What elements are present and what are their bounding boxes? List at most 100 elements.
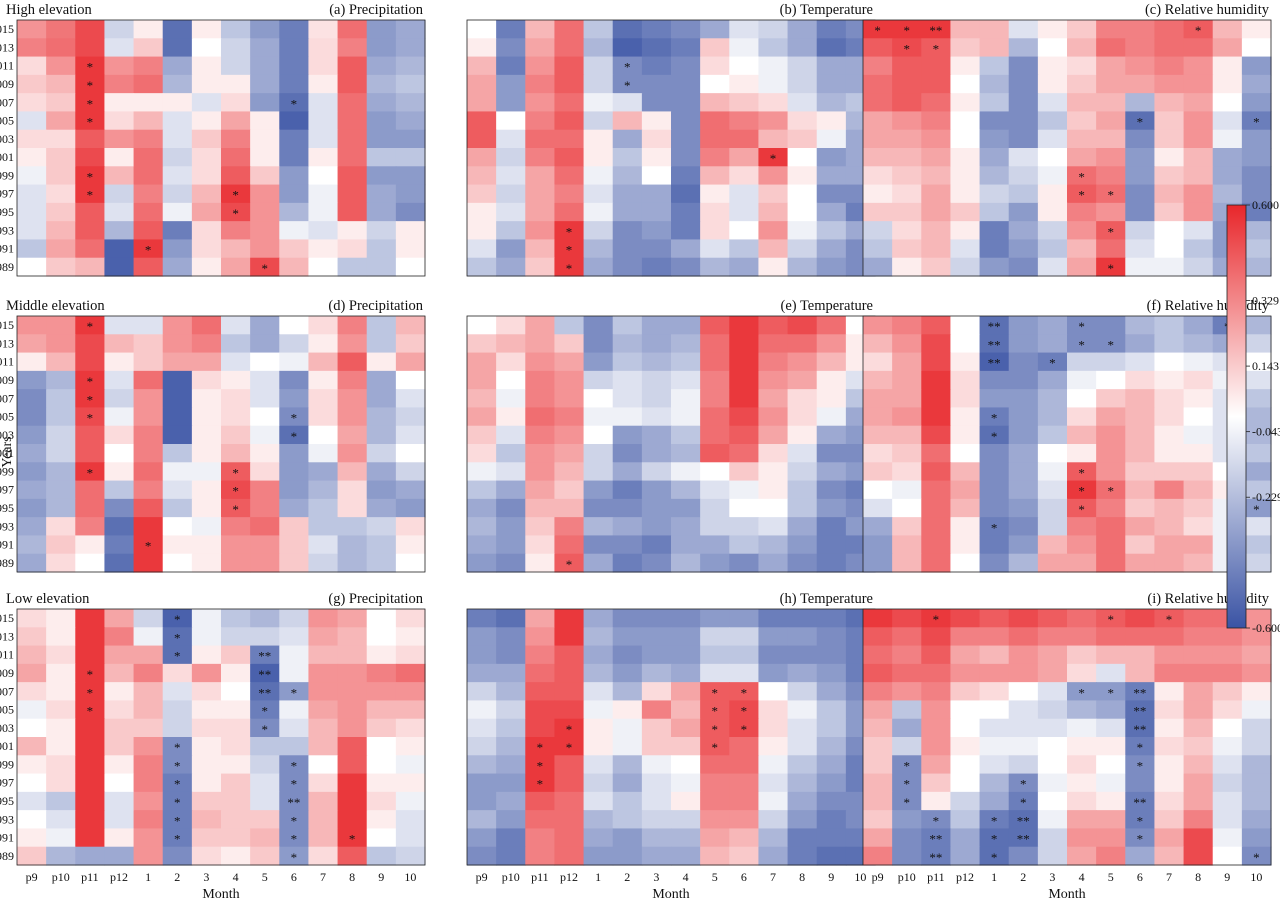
month-tick-label: 2 [1020,870,1026,884]
heatmap-cell [816,184,847,204]
heatmap-cell [395,718,426,738]
heatmap-cell [816,239,847,259]
heatmap-cell [1212,111,1243,131]
heatmap-cell [892,462,922,482]
heatmap-cell [863,38,893,58]
heatmap-cell [104,129,135,149]
heatmap-cell [1125,370,1156,390]
heatmap-cell [1096,20,1126,39]
heatmap-cell [892,239,922,259]
heatmap-cell [554,755,585,775]
heatmap-cell [729,221,760,241]
heatmap-cell [892,202,922,222]
heatmap-cell [395,737,426,756]
significance-marker: * [903,777,910,792]
heatmap-cell [1037,737,1068,756]
heatmap-cell [1212,74,1243,94]
heatmap-cell [162,718,193,738]
heatmap-cell [950,645,981,665]
heatmap-cell [46,74,76,94]
heatmap-cell [641,498,672,518]
heatmap-cell [337,609,368,628]
heatmap-cell [1096,74,1126,94]
heatmap-cell [1212,627,1243,647]
panel-title: (d) Precipitation [328,298,423,314]
heatmap-cell [950,791,981,811]
significance-marker: * [87,374,94,389]
year-tick-label: 1964-1993 [0,223,14,237]
heatmap-cell [1241,846,1272,866]
heatmap-cell [308,56,339,76]
heatmap-cell [395,111,426,131]
heatmap-cell [979,221,1010,241]
heatmap-cell [525,517,556,537]
significance-marker: * [87,667,94,682]
heatmap-cell [17,56,47,76]
heatmap-cell [46,480,76,500]
heatmap-cell [308,718,339,738]
heatmap-cell [467,498,497,518]
significance-marker: * [903,795,910,810]
significance-marker: * [1195,23,1202,38]
heatmap-cell [1037,425,1068,445]
heatmap-cell [892,407,922,427]
heatmap-cell [75,407,106,427]
heatmap-cell [366,202,397,222]
heatmap-cell [104,425,135,445]
heatmap-cell [75,38,106,58]
heatmap-cell [46,535,76,555]
heatmap-cell [395,425,426,445]
heatmap-cell [583,663,614,683]
heatmap-cell [162,553,193,573]
heatmap-cell [787,609,818,628]
heatmap-cell [221,129,251,149]
heatmap-cell [1125,184,1156,204]
heatmap-cell [104,389,135,409]
heatmap-cell [700,535,730,555]
significance-marker: * [903,23,910,38]
year-tick-label: 1962-1991 [0,242,14,256]
heatmap-cell [1096,737,1126,756]
heatmap-cell [46,663,76,683]
heatmap-cell [104,810,135,830]
heatmap-cell [1096,828,1126,848]
heatmap-cell [1183,407,1214,427]
heatmap-cell [337,148,368,167]
heatmap-cell [950,166,981,186]
heatmap-cell [979,129,1010,149]
heatmap-cell [892,517,922,537]
heatmap-cell [641,20,672,39]
heatmap-cell [1154,93,1185,113]
heatmap-cell [671,239,701,259]
heatmap-cell [641,389,672,409]
heatmap-cell [729,93,760,113]
heatmap-cell [496,462,526,482]
heatmap-cell [700,773,730,793]
heatmap-cell [1008,645,1039,665]
heatmap-cell [1096,184,1126,204]
significance-marker: ** [258,649,271,664]
panel-c: * * ** ** ** *** ***(c) Relative humidity [862,2,1272,277]
heatmap-cell [191,111,222,131]
heatmap-cell [250,498,280,518]
heatmap-cell [104,828,135,848]
significance-marker: * [1253,502,1260,517]
heatmap-cell [467,129,497,149]
heatmap-cell [816,93,847,113]
heatmap-cell [496,791,526,811]
heatmap-cell [525,407,556,427]
heatmap-cell [950,480,981,500]
heatmap-cell [612,663,643,683]
heatmap-cell [279,316,310,335]
heatmap-cell [467,846,497,866]
heatmap-cell [758,682,789,702]
heatmap-cell [979,663,1010,683]
heatmap-cell [1212,700,1243,720]
heatmap-cell [17,663,47,683]
heatmap-cell [583,316,614,335]
heatmap-cell [104,20,135,39]
heatmap-cell [1037,334,1068,354]
significance-marker: * [1078,484,1085,499]
heatmap-cell [308,663,339,683]
heatmap-cell [583,389,614,409]
